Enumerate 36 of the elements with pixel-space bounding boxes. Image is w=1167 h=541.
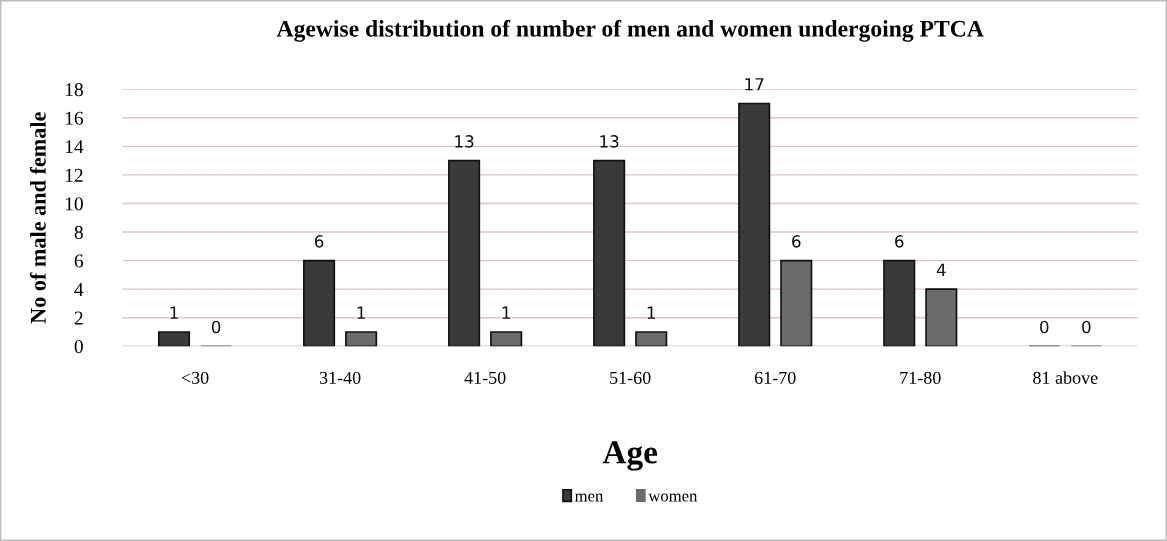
data-label: 4 (936, 263, 946, 276)
data-label: 1 (357, 306, 365, 319)
legend-label: men (574, 493, 604, 502)
data-label: 0 (211, 320, 221, 334)
y-tick-label: 6 (74, 254, 84, 268)
y-tick-label: 10 (65, 197, 83, 211)
legend-label: women (648, 493, 698, 502)
x-tick-label: 41-50 (464, 371, 506, 384)
y-axis-title: No of male and female (29, 112, 46, 324)
y-tick-label: 4 (74, 283, 84, 296)
x-tick-label: 81 above (1033, 371, 1098, 384)
y-tick-label: 8 (74, 225, 83, 239)
data-label: 17 (745, 78, 764, 91)
y-tick-label: 16 (65, 111, 84, 125)
y-tick-label: 2 (74, 311, 83, 325)
data-label: 0 (1040, 320, 1049, 334)
data-label: 1 (647, 306, 655, 319)
chart-title: Agewise distribution of number of men and women undergoing PTCA (276, 19, 984, 42)
data-label: 6 (314, 235, 324, 248)
y-tick-label: 12 (65, 168, 83, 182)
data-label: 6 (895, 235, 904, 248)
data-label: 13 (600, 135, 619, 148)
data-label: 0 (1082, 320, 1091, 334)
y-tick-label: 18 (65, 83, 83, 97)
x-tick-label: 51-60 (610, 371, 651, 384)
data-label: 6 (792, 235, 801, 248)
x-tick-label: 71-80 (900, 371, 941, 384)
data-label: 1 (502, 306, 510, 319)
y-tick-label: 14 (65, 140, 84, 154)
x-tick-label: <30 (181, 371, 209, 384)
x-axis-title: Age (602, 441, 658, 471)
x-tick-label: 61-70 (754, 371, 796, 384)
data-label: 13 (455, 135, 474, 148)
y-tick-label: 0 (74, 340, 83, 354)
x-tick-label: 31-40 (319, 371, 361, 384)
data-label: 1 (170, 306, 178, 319)
